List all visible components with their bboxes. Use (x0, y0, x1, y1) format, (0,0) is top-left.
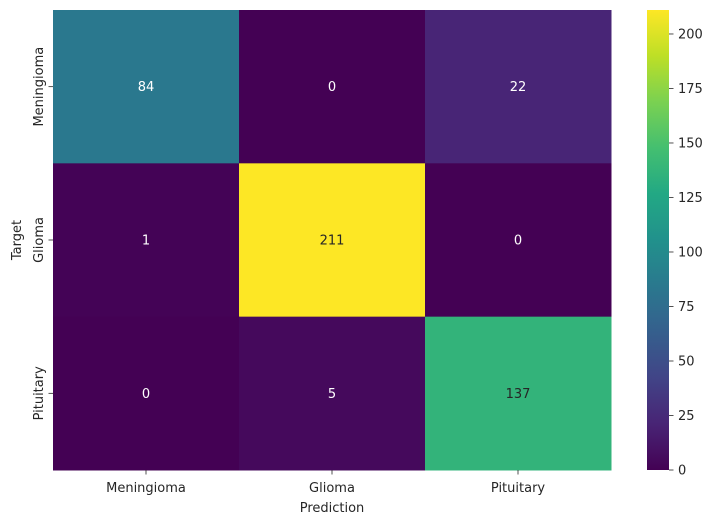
colorbar-gradient (647, 10, 669, 470)
x-tick-label: Pituitary (491, 481, 546, 496)
heatmap-cells (53, 10, 612, 471)
cell-value-label: 84 (138, 80, 155, 95)
y-axis: Meningioma Glioma Pituitary (32, 47, 53, 421)
cell-value-label: 0 (142, 387, 150, 402)
colorbar-tick-label: 0 (678, 464, 686, 479)
x-tick-label: Meningioma (106, 481, 186, 496)
colorbar-tick-label: 125 (678, 191, 703, 206)
colorbar-tick-label: 150 (678, 136, 703, 151)
cell-value-label: 211 (320, 233, 345, 248)
cell-value-label: 1 (142, 233, 150, 248)
heatmap-cell-3-2 (239, 316, 426, 471)
x-tick-label: Glioma (309, 481, 355, 496)
colorbar-tick-label: 25 (678, 409, 695, 424)
heatmap-cell-3-3 (425, 316, 612, 471)
colorbar-tick-label: 75 (678, 300, 695, 315)
y-tick-label: Glioma (32, 217, 47, 263)
colorbar-ticks: 0 25 50 75 100 125 150 175 200 (669, 27, 703, 479)
colorbar-tick-label: 100 (678, 245, 703, 260)
heatmap-cell-1-1 (53, 10, 240, 164)
x-axis-label: Prediction (300, 501, 365, 516)
cell-value-label: 0 (328, 80, 336, 95)
colorbar-tick-label: 175 (678, 82, 703, 97)
cell-value-label: 137 (506, 387, 531, 402)
heatmap-cell-2-3 (425, 163, 612, 318)
y-tick-label: Meningioma (32, 47, 47, 127)
heatmap-cell-3-1 (53, 316, 240, 471)
cell-value-label: 22 (510, 80, 527, 95)
heatmap-cell-2-2 (239, 163, 426, 318)
heatmap-annotations: 84 0 22 1 211 0 0 5 137 (138, 80, 531, 402)
y-tick-label: Pituitary (32, 366, 47, 421)
colorbar-tick-label: 200 (678, 27, 703, 42)
heatmap-cell-1-3 (425, 10, 612, 164)
cell-value-label: 0 (514, 233, 522, 248)
colorbar-tick-label: 50 (678, 354, 695, 369)
colorbar: 0 25 50 75 100 125 150 175 200 (647, 10, 703, 479)
heatmap-cell-1-2 (239, 10, 426, 164)
heatmap-cell-2-1 (53, 163, 240, 318)
x-axis: Meningioma Glioma Pituitary (106, 469, 546, 496)
cell-value-label: 5 (328, 387, 336, 402)
y-axis-label: Target (10, 220, 25, 261)
